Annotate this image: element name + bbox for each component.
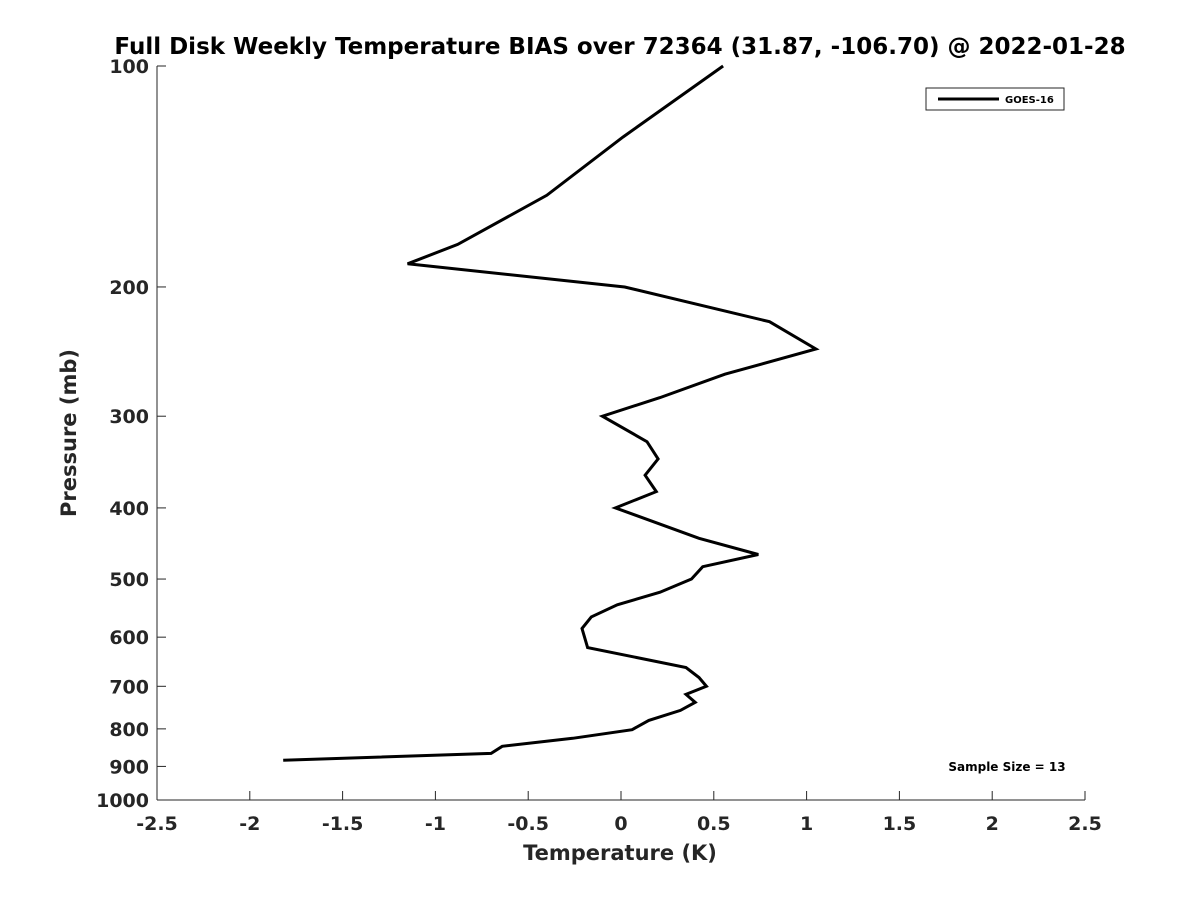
x-tick-label: -0.5 bbox=[507, 813, 549, 835]
x-tick-label: -2 bbox=[239, 813, 260, 835]
y-tick-label: 900 bbox=[109, 756, 149, 778]
x-axis-label: Temperature (K) bbox=[523, 841, 717, 865]
x-tick-label: -1.5 bbox=[322, 813, 364, 835]
series-line-goes-16 bbox=[283, 64, 820, 762]
x-tick-label: -1 bbox=[425, 813, 446, 835]
axes-group: -2.5 -2 -1.5 -1 -0.5 0 0.5 1 1.5 2 2.5 100 200 300 400… bbox=[96, 56, 1102, 835]
x-tick-label: 0.5 bbox=[697, 813, 731, 835]
x-tick-label: 2.5 bbox=[1068, 813, 1102, 835]
x-tick-label: 2 bbox=[986, 813, 999, 835]
legend-label: GOES-16 bbox=[1005, 95, 1054, 106]
y-tick-label: 1000 bbox=[96, 790, 149, 812]
y-tick-label: 700 bbox=[109, 676, 149, 698]
y-tick-label: 100 bbox=[109, 56, 149, 78]
sample-size-annotation: Sample Size = 13 bbox=[948, 760, 1065, 774]
y-tick-label: 400 bbox=[109, 498, 149, 520]
x-tick-label: 0 bbox=[614, 813, 627, 835]
y-tick-label: 500 bbox=[109, 569, 149, 591]
y-tick-label: 600 bbox=[109, 627, 149, 649]
chart-title: Full Disk Weekly Temperature BIAS over 7… bbox=[114, 34, 1125, 60]
plot-area bbox=[283, 64, 820, 762]
y-axis-label: Pressure (mb) bbox=[57, 349, 81, 517]
y-tick-label: 800 bbox=[109, 719, 149, 741]
x-tick-label: 1.5 bbox=[883, 813, 917, 835]
y-tick-label: 200 bbox=[109, 277, 149, 299]
legend: GOES-16 bbox=[925, 87, 1065, 111]
x-tick-label: 1 bbox=[800, 813, 813, 835]
y-tick-label: 300 bbox=[109, 406, 149, 428]
x-tick-label: -2.5 bbox=[136, 813, 178, 835]
